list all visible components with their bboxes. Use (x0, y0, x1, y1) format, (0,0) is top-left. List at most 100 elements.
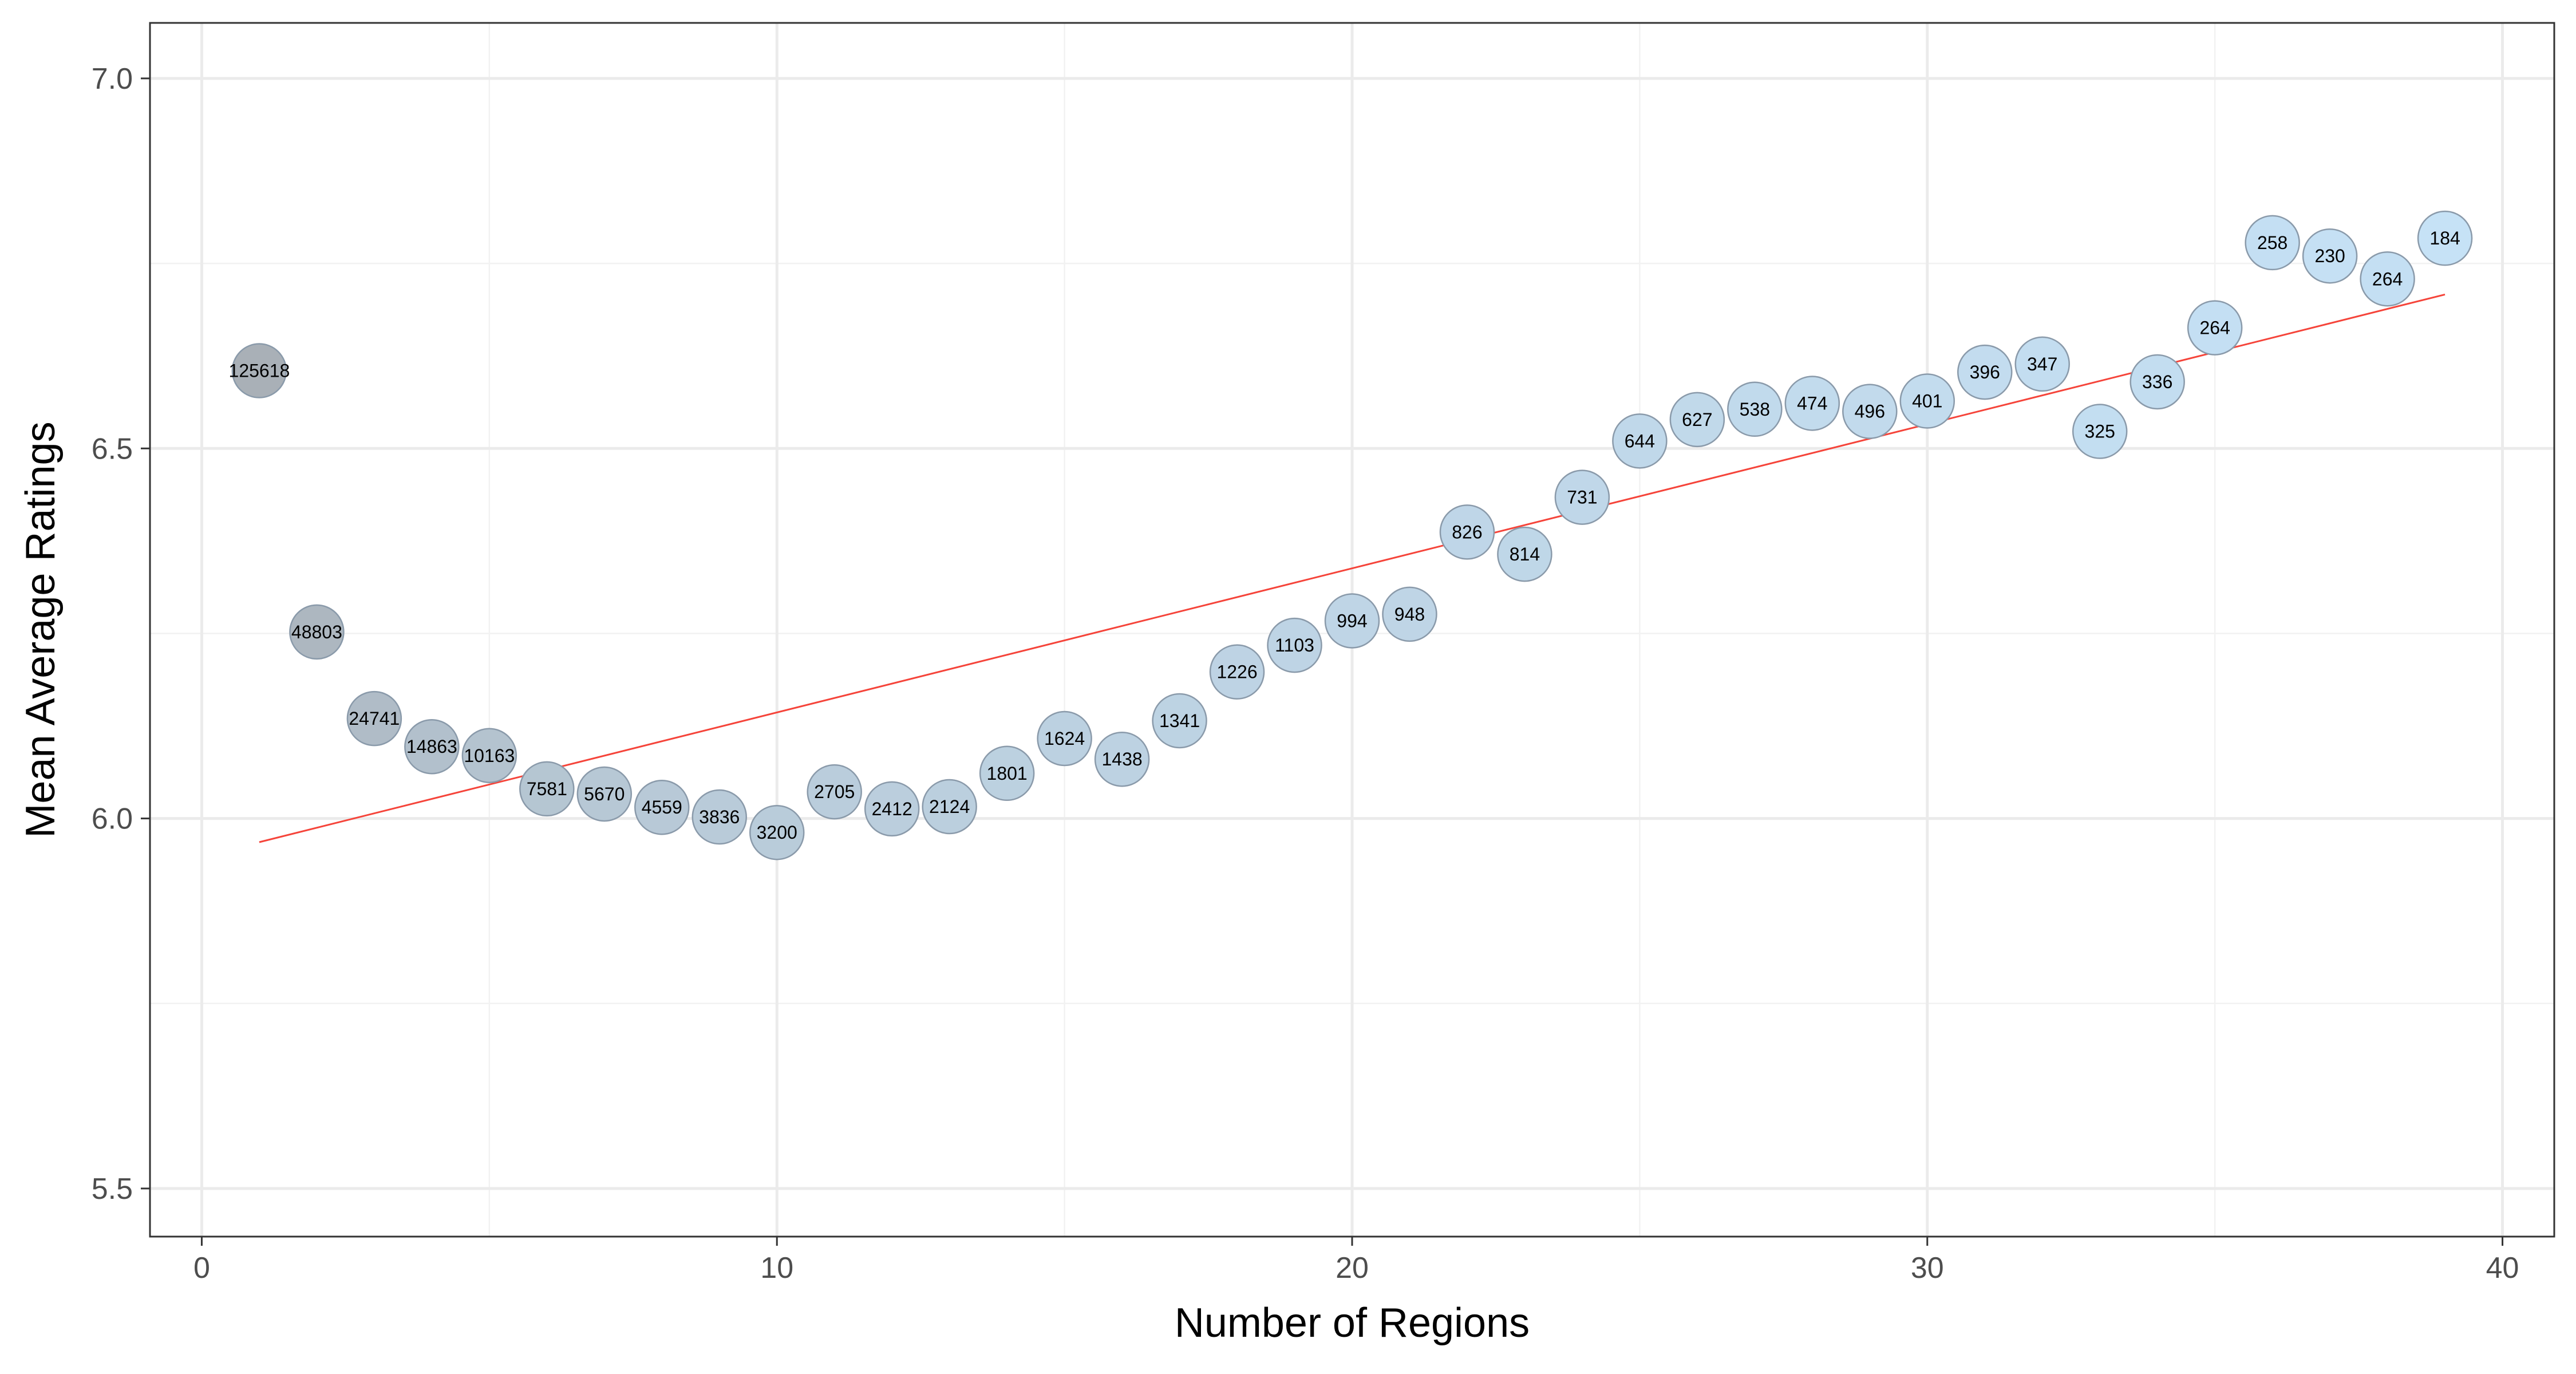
point-marker (346, 690, 402, 747)
data-point: 10163 (461, 728, 517, 784)
point-marker (1267, 617, 1322, 673)
data-point: 264 (2187, 300, 2243, 356)
point-marker (1784, 376, 1840, 431)
point-label: 644 (1625, 431, 1655, 451)
data-point: 258 (2245, 215, 2300, 271)
x-tick-label: 40 (2486, 1251, 2519, 1285)
data-point: 474 (1784, 376, 1840, 431)
point-label: 264 (2199, 318, 2230, 338)
data-point: 325 (2072, 404, 2128, 459)
point-label: 1624 (1044, 728, 1085, 749)
point-label: 731 (1567, 487, 1597, 508)
x-tick-label: 30 (1911, 1251, 1944, 1285)
data-point: 826 (1439, 504, 1495, 560)
point-marker (2302, 228, 2358, 284)
data-point: 2705 (807, 764, 862, 820)
point-marker (461, 728, 517, 784)
y-tick-label: 7.0 (92, 62, 133, 96)
data-point: 4559 (634, 779, 690, 835)
data-point: 24741 (346, 690, 402, 747)
data-point: 184 (2417, 210, 2473, 266)
data-point: 731 (1554, 469, 1610, 525)
data-point: 627 (1669, 392, 1725, 448)
point-label: 3200 (757, 822, 797, 843)
point-marker (1209, 644, 1265, 700)
data-point: 3200 (749, 804, 805, 860)
data-point: 336 (2129, 354, 2185, 410)
y-axis-title: Mean Average Ratings (18, 421, 64, 838)
data-point: 230 (2302, 228, 2358, 284)
point-marker (1152, 693, 1207, 749)
point-label: 814 (1510, 544, 1540, 564)
data-point: 1801 (979, 745, 1035, 802)
y-tick-label: 6.5 (92, 432, 133, 465)
point-marker (749, 804, 805, 860)
point-marker (1957, 344, 2013, 400)
x-tick-label: 0 (193, 1251, 210, 1285)
data-point: 1341 (1152, 693, 1207, 749)
trend-line (259, 293, 2445, 843)
point-label: 24741 (349, 708, 400, 729)
data-point: 396 (1957, 344, 2013, 400)
point-label: 264 (2372, 269, 2403, 289)
point-label: 258 (2257, 232, 2287, 253)
point-marker (1842, 384, 1898, 439)
point-marker (2360, 251, 2415, 307)
point-marker (1497, 526, 1552, 582)
data-point: 125618 (229, 343, 290, 398)
data-point: 1226 (1209, 644, 1265, 700)
data-point: 1624 (1037, 710, 1092, 767)
x-tick-label: 10 (760, 1251, 793, 1285)
point-marker (1612, 413, 1668, 469)
point-marker (1439, 504, 1495, 560)
point-label: 948 (1394, 604, 1425, 625)
point-marker (1554, 469, 1610, 525)
point-marker (2014, 336, 2070, 392)
point-marker (1094, 731, 1150, 787)
point-marker (1899, 373, 1955, 429)
data-point: 3836 (692, 789, 747, 845)
point-label: 325 (2085, 421, 2115, 442)
point-label: 48803 (291, 622, 342, 642)
data-point: 994 (1324, 593, 1380, 649)
point-marker (404, 718, 460, 775)
point-label: 826 (1452, 522, 1482, 542)
point-marker (2245, 215, 2300, 271)
point-marker (2417, 210, 2473, 266)
y-tick-label: 5.5 (92, 1172, 133, 1206)
point-marker (979, 745, 1035, 802)
point-label: 1438 (1101, 749, 1142, 769)
point-label: 336 (2142, 372, 2172, 392)
point-label: 474 (1797, 393, 1827, 413)
data-point: 7581 (519, 761, 575, 817)
data-point: 14863 (404, 718, 460, 775)
point-label: 1341 (1159, 710, 1200, 731)
point-label: 125618 (229, 361, 290, 381)
point-label: 4559 (642, 797, 682, 818)
point-label: 1801 (987, 763, 1028, 784)
point-label: 396 (1970, 362, 2000, 382)
data-point: 264 (2360, 251, 2415, 307)
y-tick-label: 6.0 (92, 803, 133, 836)
point-marker (1727, 381, 1783, 437)
point-label: 2705 (814, 781, 855, 802)
point-label: 5670 (584, 784, 625, 804)
point-label: 184 (2429, 228, 2460, 248)
point-marker (576, 766, 633, 822)
data-point: 644 (1612, 413, 1668, 469)
point-label: 230 (2314, 246, 2345, 266)
data-point: 538 (1727, 381, 1783, 437)
point-marker (864, 781, 920, 837)
point-label: 347 (2027, 354, 2057, 374)
data-point: 5670 (576, 766, 633, 822)
point-marker (1669, 392, 1725, 448)
point-label: 7581 (527, 779, 567, 799)
data-point: 814 (1497, 526, 1552, 582)
point-marker (692, 789, 747, 845)
point-marker (231, 343, 287, 398)
point-label: 538 (1740, 399, 1770, 420)
data-point: 48803 (289, 604, 345, 660)
point-marker (2129, 354, 2185, 410)
